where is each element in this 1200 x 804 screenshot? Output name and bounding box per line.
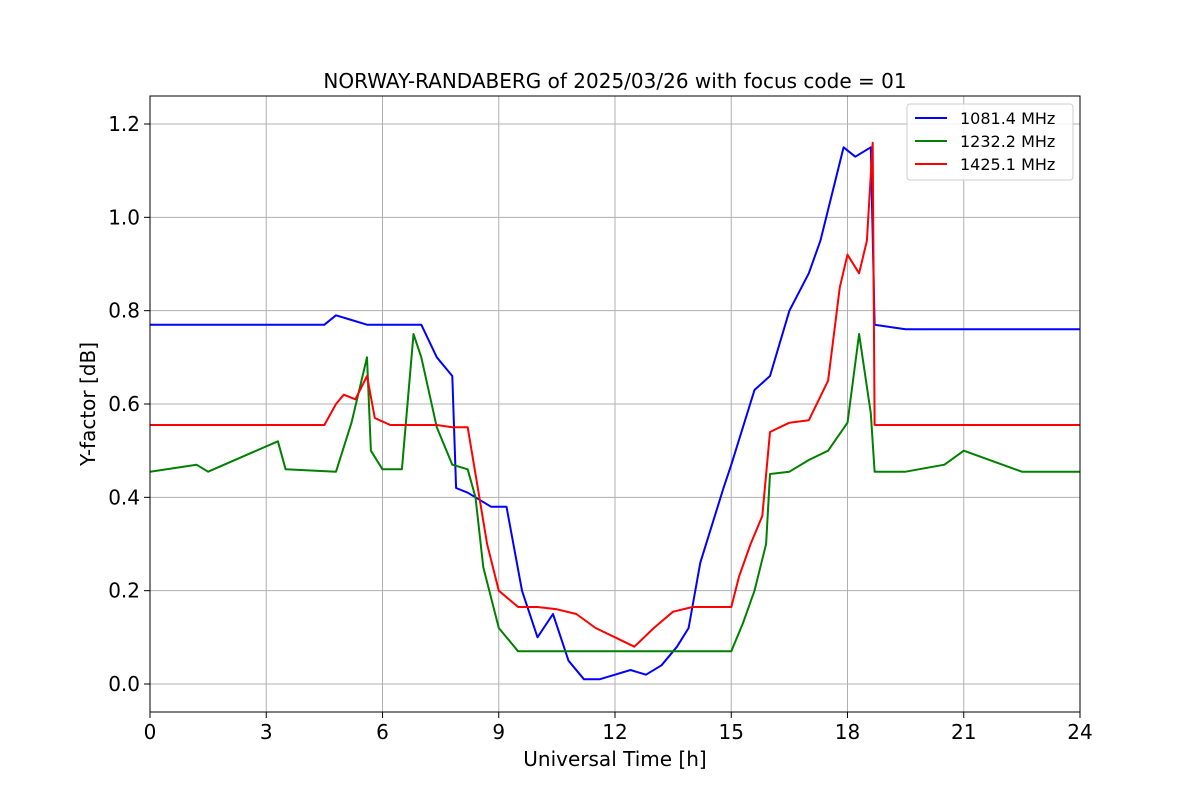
y-tick-label: 1.2 — [108, 112, 140, 136]
y-tick-label: 1.0 — [108, 205, 140, 229]
y-tick-label: 0.8 — [108, 299, 140, 323]
chart-title: NORWAY-RANDABERG of 2025/03/26 with focu… — [323, 69, 906, 93]
axis-ticks: 0 3 6 9 12 15 18 21 24 0.0 0.2 0.4 0.6 0.8 1.0 1.2 — [108, 112, 1093, 744]
x-tick-label: 15 — [719, 720, 744, 744]
series-line-1081-4-mhz — [150, 146, 1080, 681]
series-line-1425-1-mhz — [150, 141, 1080, 648]
legend-label-1081: 1081.4 MHz — [960, 109, 1055, 128]
series-line-1232-2-mhz — [150, 333, 1080, 653]
x-tick-label: 18 — [835, 720, 860, 744]
legend: 1081.4 MHz 1232.2 MHz 1425.1 MHz — [906, 103, 1074, 181]
x-tick-label: 3 — [260, 720, 273, 744]
series-layer — [150, 141, 1080, 681]
y-tick-label: 0.6 — [108, 392, 140, 416]
x-tick-label: 0 — [144, 720, 157, 744]
y-tick-label: 0.0 — [108, 672, 140, 696]
x-axis-title: Universal Time [h] — [523, 747, 706, 771]
x-tick-label: 9 — [492, 720, 505, 744]
x-tick-label: 12 — [602, 720, 627, 744]
y-tick-label: 0.4 — [108, 485, 140, 509]
x-tick-label: 6 — [376, 720, 389, 744]
x-tick-label: 24 — [1067, 720, 1092, 744]
legend-label-1425: 1425.1 MHz — [960, 155, 1055, 174]
x-tick-label: 21 — [951, 720, 976, 744]
y-tick-label: 0.2 — [108, 579, 140, 603]
y-axis-title: Y-factor [dB] — [76, 342, 100, 467]
legend-frame — [906, 103, 1074, 181]
legend-label-1232: 1232.2 MHz — [960, 132, 1055, 151]
